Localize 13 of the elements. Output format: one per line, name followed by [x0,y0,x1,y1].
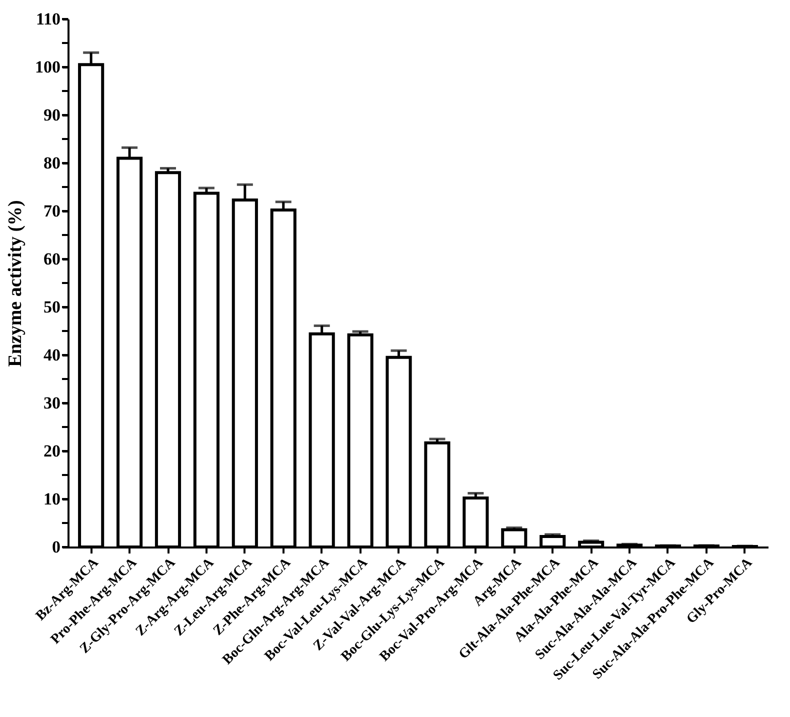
y-tick-label: 0 [52,538,60,556]
y-tick-label: 90 [44,106,60,124]
y-tick-label: 80 [44,154,60,172]
y-axis-title: Enzyme activity (%) [5,200,26,367]
y-tick-label: 20 [44,442,60,460]
y-tick-label: 10 [44,490,60,508]
y-tick-label: 40 [44,346,60,364]
y-tick-label: 60 [44,250,60,268]
y-tick-label: 110 [36,10,60,28]
y-tick-label: 100 [35,58,60,76]
y-tick-label: 70 [44,202,60,220]
y-tick-label: 30 [44,394,60,412]
y-tick-label: 50 [44,298,60,316]
